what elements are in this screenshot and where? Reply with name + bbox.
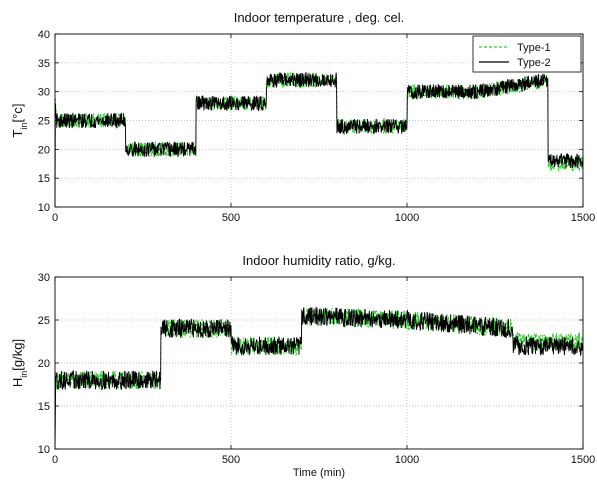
- y-axis-label: Tin[°c]: [10, 104, 29, 138]
- chart-panel-2: Indoor humidity ratio, g/kg. 0 500 1000 1500…: [10, 253, 595, 479]
- y-tick-label: 10: [38, 202, 50, 214]
- y-tick-label: 40: [38, 29, 50, 41]
- x-tick-label: 500: [222, 212, 240, 224]
- x-axis-label: Time (min): [293, 467, 345, 479]
- chart-title: Indoor temperature , deg. cel.: [234, 10, 405, 25]
- y-tick-label: 15: [38, 173, 50, 185]
- y-tick-label: 25: [38, 315, 50, 327]
- x-tick-label: 1000: [395, 212, 419, 224]
- y-tick-label: 10: [38, 444, 50, 456]
- legend-label-type-2: Type-2: [517, 57, 551, 69]
- series-line-type-2: [54, 306, 584, 450]
- legend-label-type-1: Type-1: [517, 42, 551, 54]
- y-tick-label: 35: [38, 58, 50, 70]
- chart-title: Indoor humidity ratio, g/kg.: [242, 253, 395, 268]
- x-tick-label: 1500: [571, 212, 595, 224]
- y-tick-label: 30: [38, 87, 50, 99]
- y-tick-label: 15: [38, 401, 50, 413]
- chart-panel-1: Indoor temperature , deg. cel. 0 500 1000 15…: [10, 10, 595, 224]
- y-tick-label: 25: [38, 116, 50, 128]
- x-tick-label: 0: [52, 212, 58, 224]
- y-tick-label: 20: [38, 144, 50, 156]
- legend-box: [472, 35, 582, 73]
- y-tick-label: 30: [38, 272, 50, 284]
- legend: Type-1 Type-2: [472, 35, 582, 73]
- x-tick-label: 0: [52, 454, 58, 466]
- series-line-type-2: [54, 72, 584, 205]
- x-tick-label: 1500: [571, 454, 595, 466]
- x-tick-label: 1000: [395, 454, 419, 466]
- y-tick-label: 20: [38, 358, 50, 370]
- y-axis-label: Hin[g/kg]: [10, 339, 29, 387]
- x-tick-label: 500: [222, 454, 240, 466]
